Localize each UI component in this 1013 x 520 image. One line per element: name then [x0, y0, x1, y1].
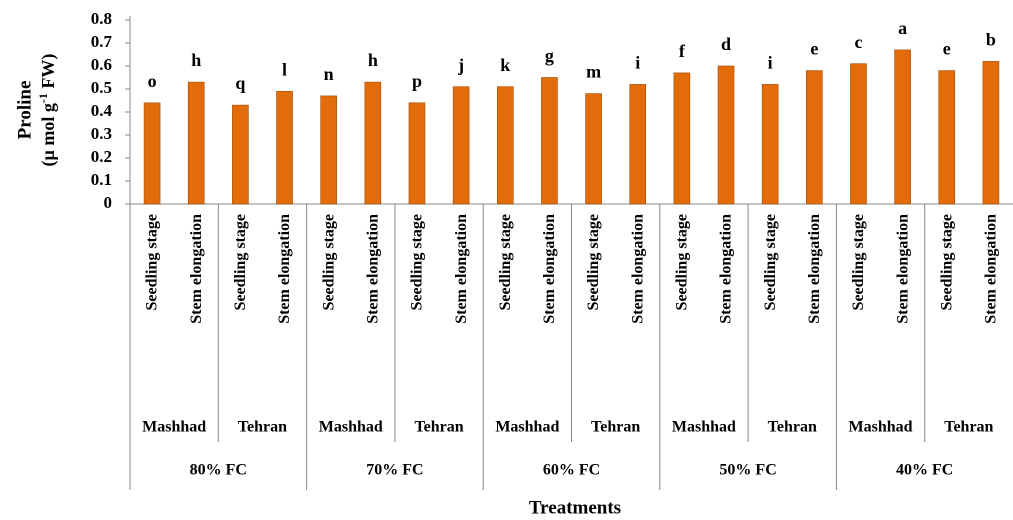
significance-letter: i [768, 53, 773, 73]
location-label: Tehran [768, 419, 817, 436]
x-tick-label: Seedling stage [938, 214, 955, 310]
treatment-label: 40% FC [896, 462, 953, 479]
y-tick-label: 0.5 [91, 78, 112, 97]
bar [850, 63, 867, 205]
bar [585, 93, 602, 205]
x-tick-label: Stem elongation [364, 214, 381, 324]
significance-letter: q [235, 73, 245, 93]
y-tick-label: 0.6 [91, 55, 112, 74]
bar [452, 86, 470, 205]
significance-letter: i [635, 53, 640, 73]
bar [938, 70, 956, 205]
x-tick-label: Stem elongation [718, 214, 735, 324]
significance-letter: f [679, 41, 686, 61]
treatment-label: 80% FC [190, 462, 247, 479]
bar [320, 95, 337, 205]
y-axis-label: (µ mol g-1 FW) [36, 54, 59, 167]
y-axis-label-sup: -1 [36, 93, 50, 103]
treatment-label: 70% FC [366, 462, 423, 479]
significance-letter: b [986, 30, 996, 50]
y-tick-label: 0.3 [91, 124, 112, 143]
x-tick-label: Stem elongation [629, 214, 646, 324]
y-tick-label: 0.7 [91, 32, 113, 51]
significance-letter: m [586, 62, 601, 82]
treatment-label: 50% FC [719, 462, 776, 479]
bar [143, 102, 161, 205]
significance-letter: g [545, 46, 554, 66]
bar [629, 84, 647, 205]
significance-letter: h [368, 50, 378, 70]
x-tick-label: Seedling stage [674, 214, 691, 310]
significance-letter: p [412, 71, 422, 91]
location-label: Tehran [944, 419, 993, 436]
x-tick-label: Seedling stage [585, 214, 602, 310]
bar [806, 70, 823, 205]
x-tick-label: Seedling stage [320, 214, 337, 310]
bar [187, 81, 205, 205]
significance-letter: h [191, 50, 201, 70]
x-tick-label: Seedling stage [850, 214, 867, 310]
location-label: Tehran [238, 419, 287, 436]
y-tick-label: 0.1 [91, 170, 112, 189]
significance-letter: c [854, 32, 862, 52]
significance-letter: e [810, 39, 818, 59]
x-tick-label: Seedling stage [409, 214, 426, 310]
significance-letter: o [148, 71, 157, 91]
y-axis-label: Proline [14, 81, 35, 140]
y-tick-label: 0.2 [91, 147, 112, 166]
significance-letter: d [721, 34, 731, 54]
significance-letter: n [324, 64, 334, 84]
treatment-label: 60% FC [543, 462, 600, 479]
x-tick-label: Stem elongation [541, 214, 558, 324]
significance-letter: a [898, 18, 907, 38]
location-label: Mashhad [319, 419, 383, 436]
significance-letter: l [282, 59, 287, 79]
x-tick-label: Stem elongation [276, 214, 293, 324]
location-label: Mashhad [142, 419, 206, 436]
bar [982, 61, 1000, 205]
significance-letter: e [943, 39, 951, 59]
x-tick-label: Stem elongation [894, 214, 911, 324]
bar [541, 77, 558, 205]
location-label: Mashhad [849, 419, 913, 436]
x-tick-label: Stem elongation [188, 214, 205, 324]
location-label: Mashhad [672, 419, 736, 436]
x-axis-label: Treatments [529, 497, 621, 518]
location-label: Tehran [414, 419, 463, 436]
bar [894, 49, 911, 205]
x-tick-label: Seedling stage [497, 214, 514, 310]
bar [496, 86, 514, 205]
location-label: Mashhad [495, 419, 559, 436]
bar [276, 91, 293, 205]
bar [408, 102, 426, 205]
location-label: Tehran [591, 419, 640, 436]
y-tick-label: 0 [104, 193, 113, 212]
significance-letter: k [500, 55, 510, 75]
x-tick-label: Seedling stage [232, 214, 249, 310]
bar [232, 104, 249, 205]
bar [717, 65, 735, 205]
bar [364, 81, 382, 205]
bar [673, 72, 691, 205]
bar [761, 84, 779, 205]
y-axis-label-part: FW) [38, 54, 59, 94]
x-tick-label: Stem elongation [453, 214, 470, 324]
y-axis-label-part: (µ mol g [38, 103, 59, 166]
x-tick-label: Seedling stage [762, 214, 779, 310]
x-tick-label: Stem elongation [983, 214, 1000, 324]
y-tick-label: 0.8 [91, 9, 112, 28]
significance-letter: j [457, 55, 464, 75]
x-tick-label: Stem elongation [806, 214, 823, 324]
y-tick-label: 0.4 [91, 101, 113, 120]
x-tick-label: Seedling stage [144, 214, 161, 310]
